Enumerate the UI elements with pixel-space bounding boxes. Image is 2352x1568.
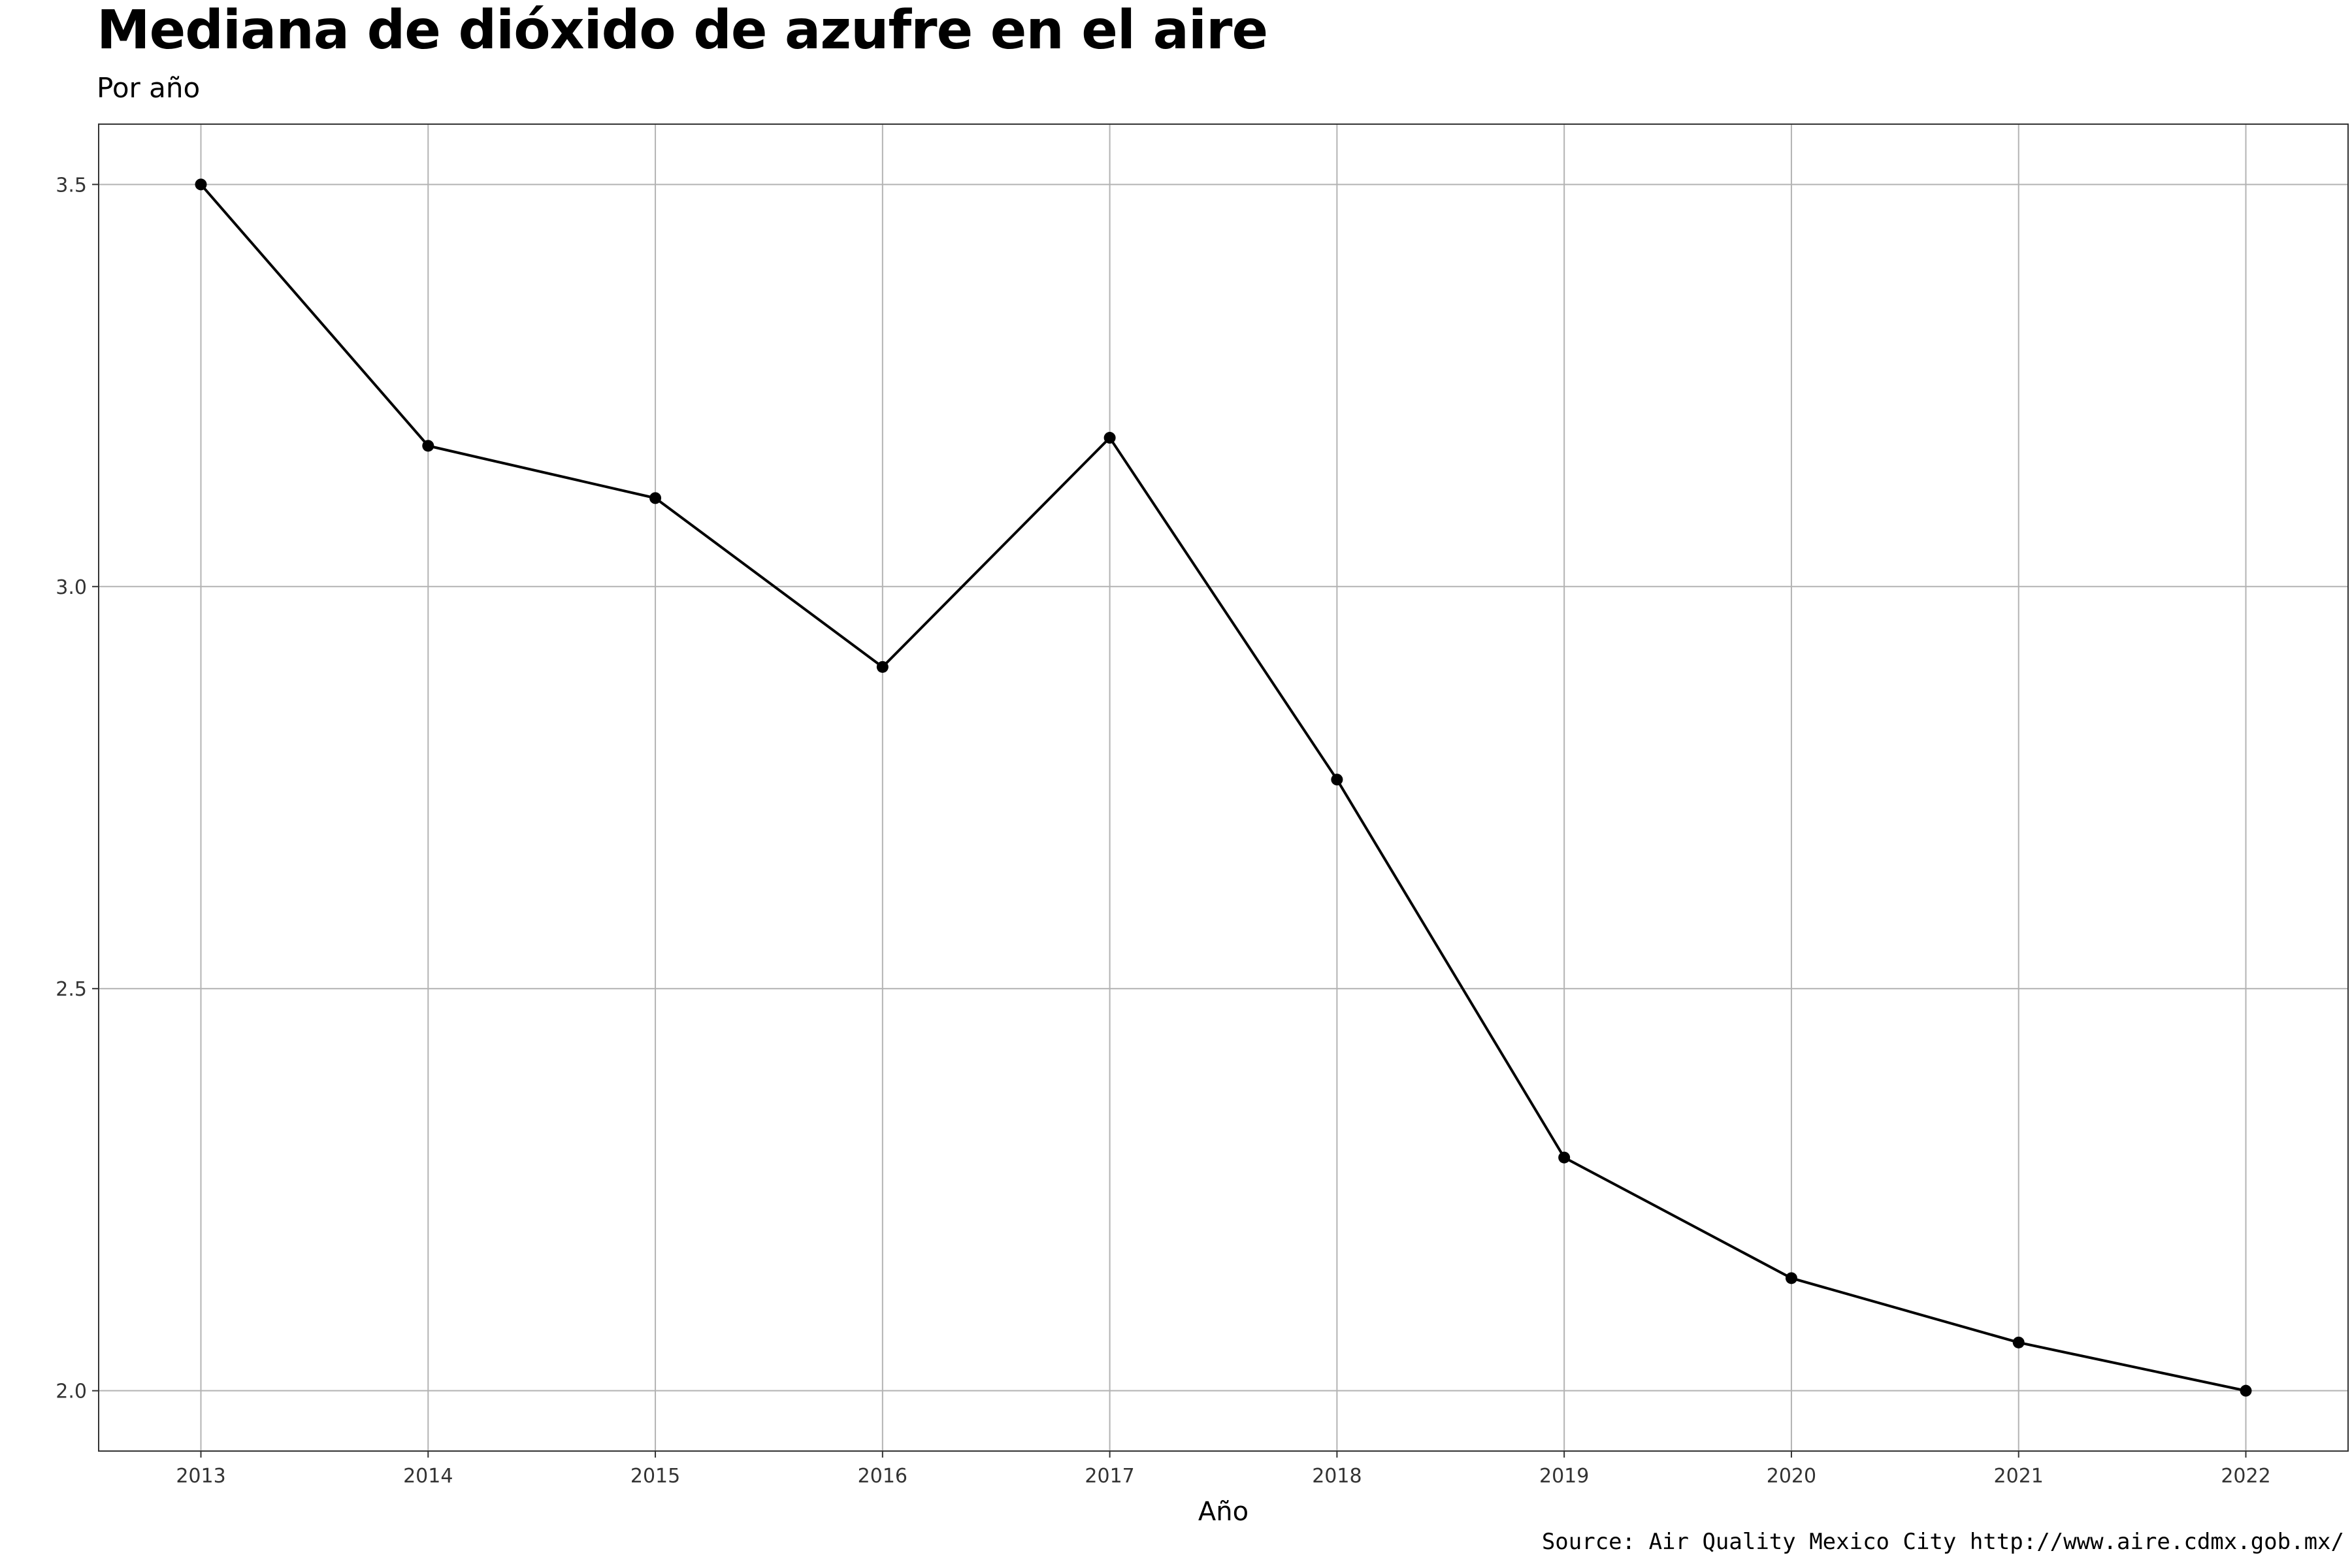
y-axis: 2.0 2.5 3.0 3.5 [56, 174, 99, 1403]
chart-title: Mediana de dióxido de azufre en el aire [97, 0, 1268, 61]
x-tick-label: 2016 [858, 1465, 907, 1488]
x-tick-label: 2022 [2221, 1465, 2270, 1488]
grid-lines [99, 124, 2348, 1451]
x-tick-label: 2017 [1085, 1465, 1134, 1488]
plot-border [98, 123, 2349, 1452]
data-point [1103, 432, 1116, 444]
y-tick-label: 2.0 [56, 1380, 87, 1403]
x-tick-label: 2019 [1539, 1465, 1589, 1488]
x-tick-label: 2014 [403, 1465, 453, 1488]
y-tick-label: 3.5 [56, 174, 87, 197]
data-point [2240, 1384, 2252, 1397]
x-tick-label: 2021 [1994, 1465, 2044, 1488]
chart-subtitle: Por año [97, 72, 201, 104]
y-tick-label: 2.5 [56, 978, 87, 1001]
data-point [1785, 1272, 1797, 1284]
series-layer [195, 178, 2252, 1397]
data-point [422, 440, 434, 452]
data-point [876, 661, 889, 673]
y-tick-label: 3.0 [56, 576, 87, 599]
x-tick-label: 2015 [630, 1465, 680, 1488]
data-point [649, 492, 662, 504]
data-point [1331, 774, 1343, 786]
data-point [195, 178, 207, 191]
series-line [199, 184, 2246, 1392]
x-tick-label: 2020 [1767, 1465, 1816, 1488]
x-tick-label: 2013 [176, 1465, 225, 1488]
x-axis-title: Año [1198, 1497, 1249, 1527]
x-axis: 2013 2014 2015 2016 2017 2018 2019 2020 2021 2022 [176, 1451, 2271, 1488]
source-caption: Source: Air Quality Mexico City http://w… [1541, 1529, 2344, 1555]
data-point [2012, 1336, 2025, 1348]
data-point [1558, 1151, 1571, 1164]
x-tick-label: 2018 [1312, 1465, 1362, 1488]
